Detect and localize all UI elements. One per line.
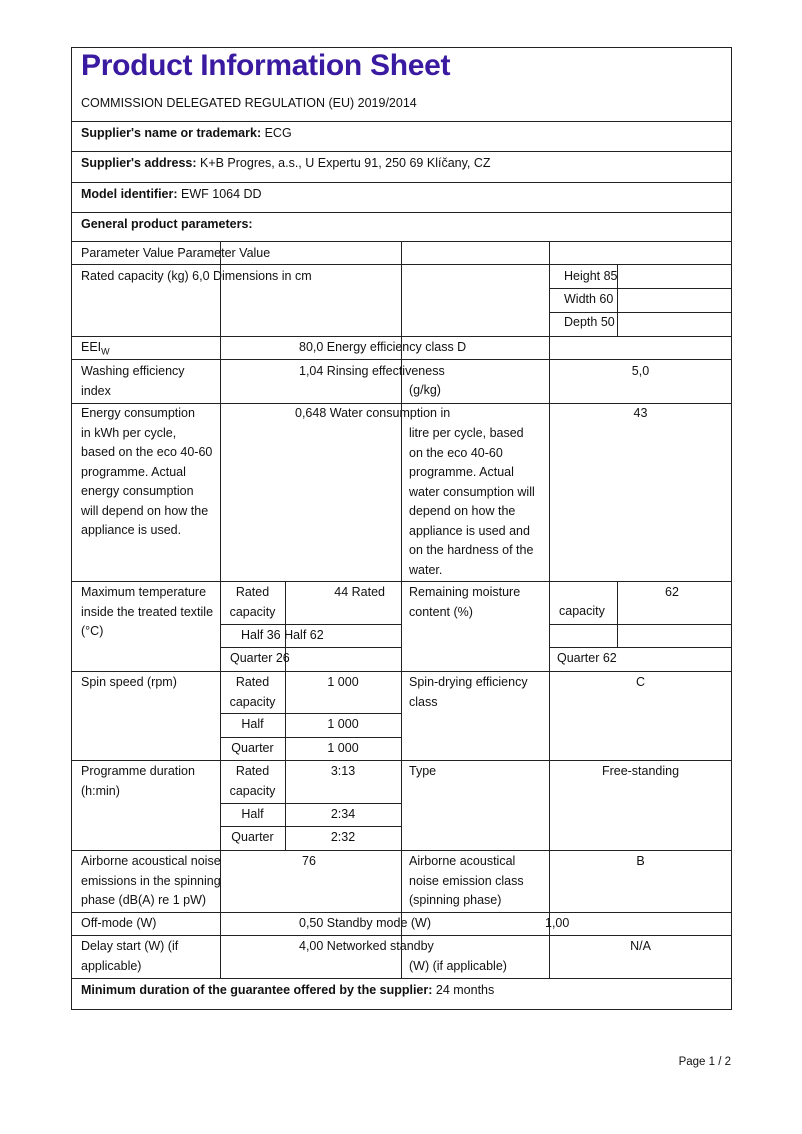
- delay-value: 4,00 Networked standby: [299, 939, 434, 953]
- type-label: Type: [409, 764, 437, 778]
- moisture-capacity: capacity: [559, 604, 605, 618]
- washing-value: 1,04 Rinsing effectiveness: [299, 364, 445, 378]
- divider: [71, 151, 732, 152]
- noise-value: 76: [302, 854, 316, 868]
- maxtemp-rated-label: Rated capacity: [229, 585, 276, 619]
- spin-rated-label: Rated capacity: [229, 675, 276, 709]
- divider: [220, 803, 401, 804]
- regulation: COMMISSION DELEGATED REGULATION (EU) 201…: [81, 96, 417, 110]
- page-title: Product Information Sheet: [81, 49, 451, 82]
- width: Width 60: [564, 292, 614, 306]
- divider: [549, 288, 732, 289]
- spin-quarter: 1 000: [327, 741, 359, 755]
- duration-half-label: Half: [241, 807, 264, 821]
- height: Height 85: [564, 269, 618, 283]
- divider: [549, 647, 732, 648]
- page-number: Page 1 / 2: [678, 1056, 731, 1068]
- divider: [220, 713, 401, 714]
- divider: [220, 737, 401, 738]
- divider: [220, 647, 401, 648]
- maxtemp-quarter: Quarter 26: [230, 651, 290, 665]
- maxtemp-rated: 44 Rated: [334, 585, 385, 599]
- spin-class: C: [635, 675, 646, 689]
- supplier-name-value: ECG: [261, 126, 292, 140]
- border: [71, 47, 732, 48]
- model-value: EWF 1064 DD: [177, 187, 262, 201]
- divider: [71, 121, 732, 122]
- divider: [285, 760, 286, 850]
- divider: [549, 624, 732, 625]
- noise-class-label: Airborne acoustical noise emission class…: [409, 854, 524, 907]
- delay-label: Delay start (W) (if applicable): [81, 939, 179, 973]
- divider: [285, 671, 286, 760]
- washing-label: Washing efficiency index: [81, 364, 185, 398]
- supplier-address-value: K+B Progres, a.s., U Expertu 91, 250 69 …: [196, 156, 491, 170]
- rated-capacity: Rated capacity (kg) 6,0 Dimensions in cm: [81, 269, 312, 283]
- guarantee-label: Minimum duration of the guarantee offere…: [81, 983, 433, 997]
- general-heading: General product parameters:: [81, 217, 253, 231]
- border: [71, 1009, 732, 1010]
- eei-text: EEI: [81, 340, 102, 354]
- supplier-address-label: Supplier's address:: [81, 156, 197, 170]
- half-row: Half 36 Half 62: [241, 628, 324, 642]
- moisture-quarter: Quarter 62: [557, 651, 617, 665]
- depth: Depth 50: [564, 315, 615, 329]
- border: [731, 47, 732, 1009]
- supplier-name: Supplier's name or trademark: ECG: [81, 124, 292, 144]
- spin-half: 1 000: [327, 717, 359, 731]
- offmode-value: 0,50 Standby mode (W): [299, 916, 432, 930]
- networked-value: N/A: [630, 939, 651, 953]
- divider: [220, 826, 401, 827]
- eei-label: EEIW: [81, 338, 110, 362]
- model-label: Model identifier:: [81, 187, 178, 201]
- divider: [71, 182, 732, 183]
- noise-class: B: [636, 854, 645, 868]
- supplier-address: Supplier's address: K+B Progres, a.s., U…: [81, 154, 491, 174]
- moisture-label: Remaining moisture content (%): [409, 585, 521, 619]
- table-header: Parameter Value Parameter Value: [81, 246, 271, 260]
- supplier-name-label: Supplier's name or trademark:: [81, 126, 262, 140]
- divider: [71, 212, 732, 213]
- duration-quarter: 2:32: [330, 830, 356, 844]
- rinsing-unit: (g/kg): [409, 383, 441, 397]
- spin-class-label: Spin-drying efficiency class: [409, 675, 528, 709]
- model-identifier: Model identifier: EWF 1064 DD: [81, 185, 262, 205]
- duration-rated-label: Rated capacity: [229, 764, 276, 798]
- water-label: litre per cycle, based on the eco 40-60 …: [409, 426, 535, 577]
- divider: [617, 264, 618, 336]
- duration-half: 2:34: [330, 807, 356, 821]
- standby-value: 1,00: [545, 916, 570, 930]
- spin-quarter-label: Quarter: [231, 741, 274, 755]
- divider: [71, 978, 732, 979]
- eei-subscript: W: [101, 346, 110, 357]
- spin-rated: 1 000: [327, 675, 359, 689]
- divider: [220, 241, 221, 978]
- duration-quarter-label: Quarter: [231, 830, 274, 844]
- divider: [285, 581, 286, 671]
- water-value: 43: [633, 406, 648, 420]
- guarantee: Minimum duration of the guarantee offere…: [81, 981, 494, 1001]
- type-value: Free-standing: [601, 764, 680, 778]
- energy-value: 0,648 Water consumption in: [295, 406, 451, 420]
- duration-rated: 3:13: [330, 764, 356, 778]
- divider: [549, 241, 550, 978]
- maxtemp-label: Maximum temperature inside the treated t…: [81, 585, 214, 638]
- divider: [549, 312, 732, 313]
- rinsing-value: 5,0: [631, 364, 650, 378]
- spin-half-label: Half: [241, 717, 264, 731]
- noise-label: Airborne acoustical noise emissions in t…: [81, 854, 221, 907]
- moisture-rated: 62: [665, 585, 679, 599]
- border: [71, 47, 72, 1009]
- divider: [401, 241, 402, 978]
- eei-value: 80,0 Energy efficiency class D: [299, 340, 467, 354]
- divider: [220, 624, 401, 625]
- duration-label: Programme duration (h:min): [81, 764, 195, 798]
- offmode-label: Off-mode (W): [81, 916, 157, 930]
- guarantee-value: 24 months: [432, 983, 495, 997]
- energy-label: Energy consumption in kWh per cycle, bas…: [81, 406, 213, 537]
- spin-label: Spin speed (rpm): [81, 675, 177, 689]
- networked-unit: (W) (if applicable): [409, 959, 507, 973]
- divider: [617, 581, 618, 647]
